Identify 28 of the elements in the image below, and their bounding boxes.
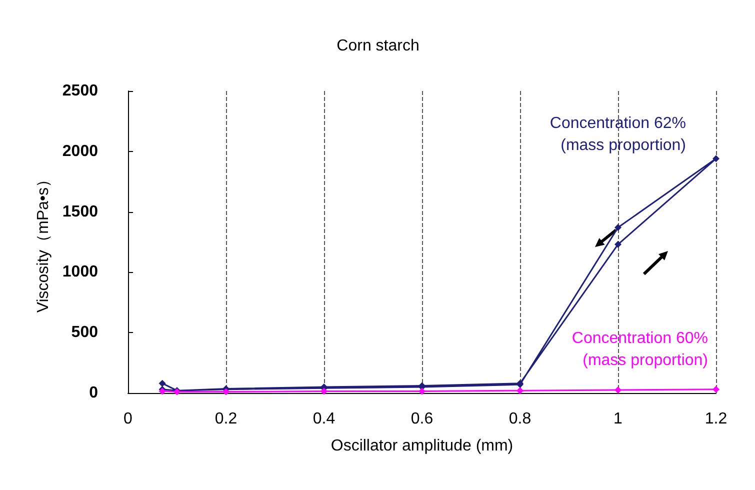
point <box>614 240 622 248</box>
y-tick-label: 500 <box>71 324 98 342</box>
y-tick-label: 1500 <box>62 203 98 220</box>
y-tick-label: 1000 <box>62 264 98 281</box>
point <box>712 386 720 393</box>
point <box>222 388 230 396</box>
x-tick-label: 0.6 <box>410 410 434 428</box>
series-label: Concentration 62% (mass proportion) <box>550 115 686 154</box>
x-axis-title: Oscillator amplitude (mm) <box>330 438 514 454</box>
x-tick-label: 0 <box>124 410 133 428</box>
x-tick-label: 0.2 <box>214 410 238 428</box>
y-tick-label: 2500 <box>62 82 98 100</box>
y-tick-label: 0 <box>89 384 98 402</box>
series-label: Concentration 60% (mass proportion) <box>572 330 708 369</box>
x-tick-label: 1.2 <box>704 410 728 428</box>
x-tick-label: 0.8 <box>508 410 532 428</box>
x-tick-label: 0.4 <box>312 410 336 428</box>
y-axis-title: Viscosity（mPa•s） <box>35 171 52 313</box>
point <box>158 380 166 387</box>
point <box>712 155 720 162</box>
point <box>516 387 524 394</box>
point <box>614 386 622 394</box>
y-tick-label: 2000 <box>62 142 98 160</box>
chart-title: Corn starch <box>336 38 420 54</box>
point <box>614 224 622 232</box>
point <box>418 388 426 395</box>
point <box>320 388 328 395</box>
x-tick-label: 1 <box>614 410 623 428</box>
